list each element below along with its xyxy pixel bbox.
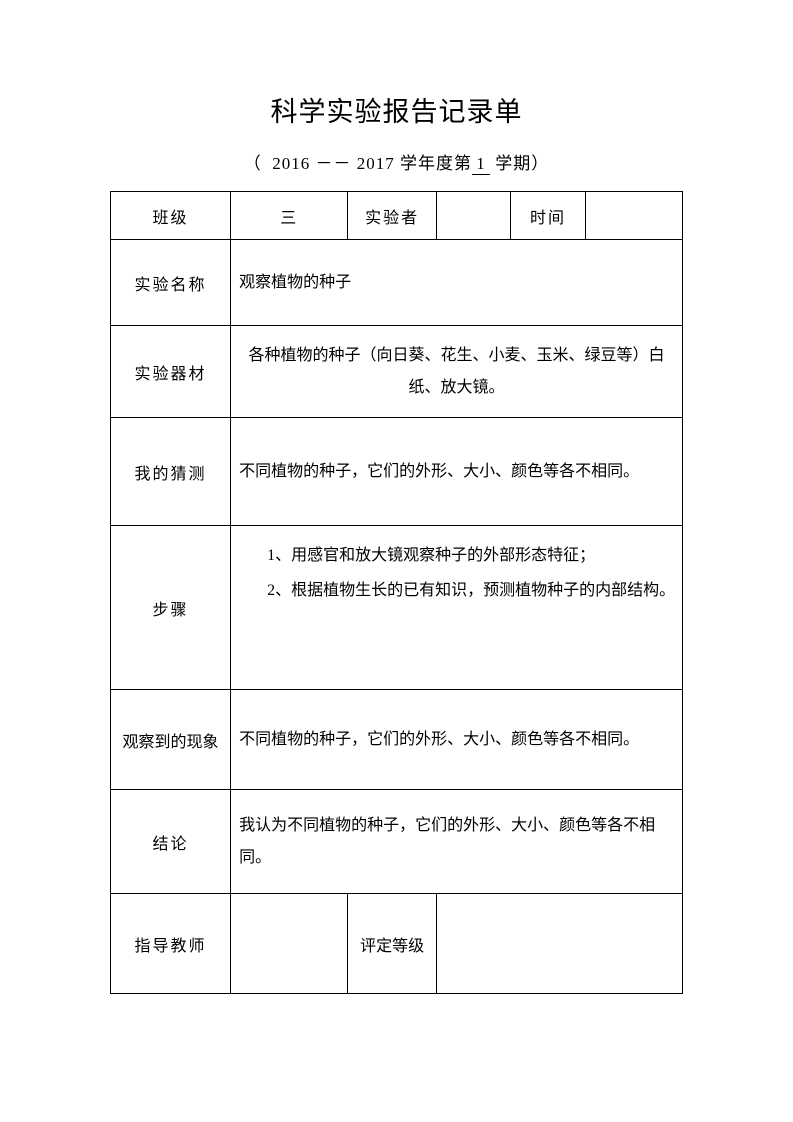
value-time bbox=[585, 192, 682, 240]
subtitle-mid: 学年度第 bbox=[395, 154, 472, 173]
label-conclusion: 结论 bbox=[111, 790, 231, 894]
label-observation: 观察到的现象 bbox=[111, 690, 231, 790]
page-subtitle: （ 2016 －－ 2017 学年度第1 学期） bbox=[110, 149, 683, 175]
value-steps: 1、用感官和放大镜观察种子的外部形态特征； 2、根据植物生长的已有知识，预测植物… bbox=[231, 526, 683, 690]
label-experimenter: 实验者 bbox=[348, 192, 437, 240]
step-1: 1、用感官和放大镜观察种子的外部形态特征； bbox=[235, 538, 678, 573]
label-grade: 评定等级 bbox=[348, 894, 437, 994]
value-observation: 不同植物的种子，它们的外形、大小、颜色等各不相同。 bbox=[231, 690, 683, 790]
table-row: 我的猜测 不同植物的种子，它们的外形、大小、颜色等各不相同。 bbox=[111, 418, 683, 526]
semester-value: 1 bbox=[472, 154, 490, 175]
document-page: 科学实验报告记录单 （ 2016 －－ 2017 学年度第1 学期） 班级 三 … bbox=[0, 0, 793, 994]
value-teacher bbox=[231, 894, 348, 994]
label-time: 时间 bbox=[511, 192, 585, 240]
subtitle-suffix: 学期） bbox=[490, 154, 549, 173]
label-teacher: 指导教师 bbox=[111, 894, 231, 994]
table-row: 实验名称 观察植物的种子 bbox=[111, 240, 683, 326]
report-table: 班级 三 实验者 时间 实验名称 观察植物的种子 实验器材 各种植物的种子（向日… bbox=[110, 191, 683, 994]
value-equipment: 各种植物的种子（向日葵、花生、小麦、玉米、绿豆等）白纸、放大镜。 bbox=[231, 326, 683, 418]
year-end: 2017 bbox=[357, 154, 395, 173]
table-row: 班级 三 实验者 时间 bbox=[111, 192, 683, 240]
label-class: 班级 bbox=[111, 192, 231, 240]
table-row: 指导教师 评定等级 bbox=[111, 894, 683, 994]
value-class: 三 bbox=[231, 192, 348, 240]
label-prediction: 我的猜测 bbox=[111, 418, 231, 526]
subtitle-dash: －－ bbox=[310, 154, 357, 173]
label-exp-name: 实验名称 bbox=[111, 240, 231, 326]
value-grade bbox=[437, 894, 683, 994]
year-start: 2016 bbox=[272, 154, 310, 173]
value-exp-name: 观察植物的种子 bbox=[231, 240, 683, 326]
label-steps: 步骤 bbox=[111, 526, 231, 690]
value-conclusion: 我认为不同植物的种子，它们的外形、大小、颜色等各不相同。 bbox=[231, 790, 683, 894]
step-2: 2、根据植物生长的已有知识，预测植物种子的内部结构。 bbox=[235, 573, 678, 608]
value-prediction: 不同植物的种子，它们的外形、大小、颜色等各不相同。 bbox=[231, 418, 683, 526]
table-row: 实验器材 各种植物的种子（向日葵、花生、小麦、玉米、绿豆等）白纸、放大镜。 bbox=[111, 326, 683, 418]
table-row: 结论 我认为不同植物的种子，它们的外形、大小、颜色等各不相同。 bbox=[111, 790, 683, 894]
subtitle-prefix: （ bbox=[244, 154, 262, 173]
value-experimenter bbox=[437, 192, 511, 240]
table-row: 观察到的现象 不同植物的种子，它们的外形、大小、颜色等各不相同。 bbox=[111, 690, 683, 790]
label-equipment: 实验器材 bbox=[111, 326, 231, 418]
table-row: 步骤 1、用感官和放大镜观察种子的外部形态特征； 2、根据植物生长的已有知识，预… bbox=[111, 526, 683, 690]
page-title: 科学实验报告记录单 bbox=[110, 90, 683, 129]
